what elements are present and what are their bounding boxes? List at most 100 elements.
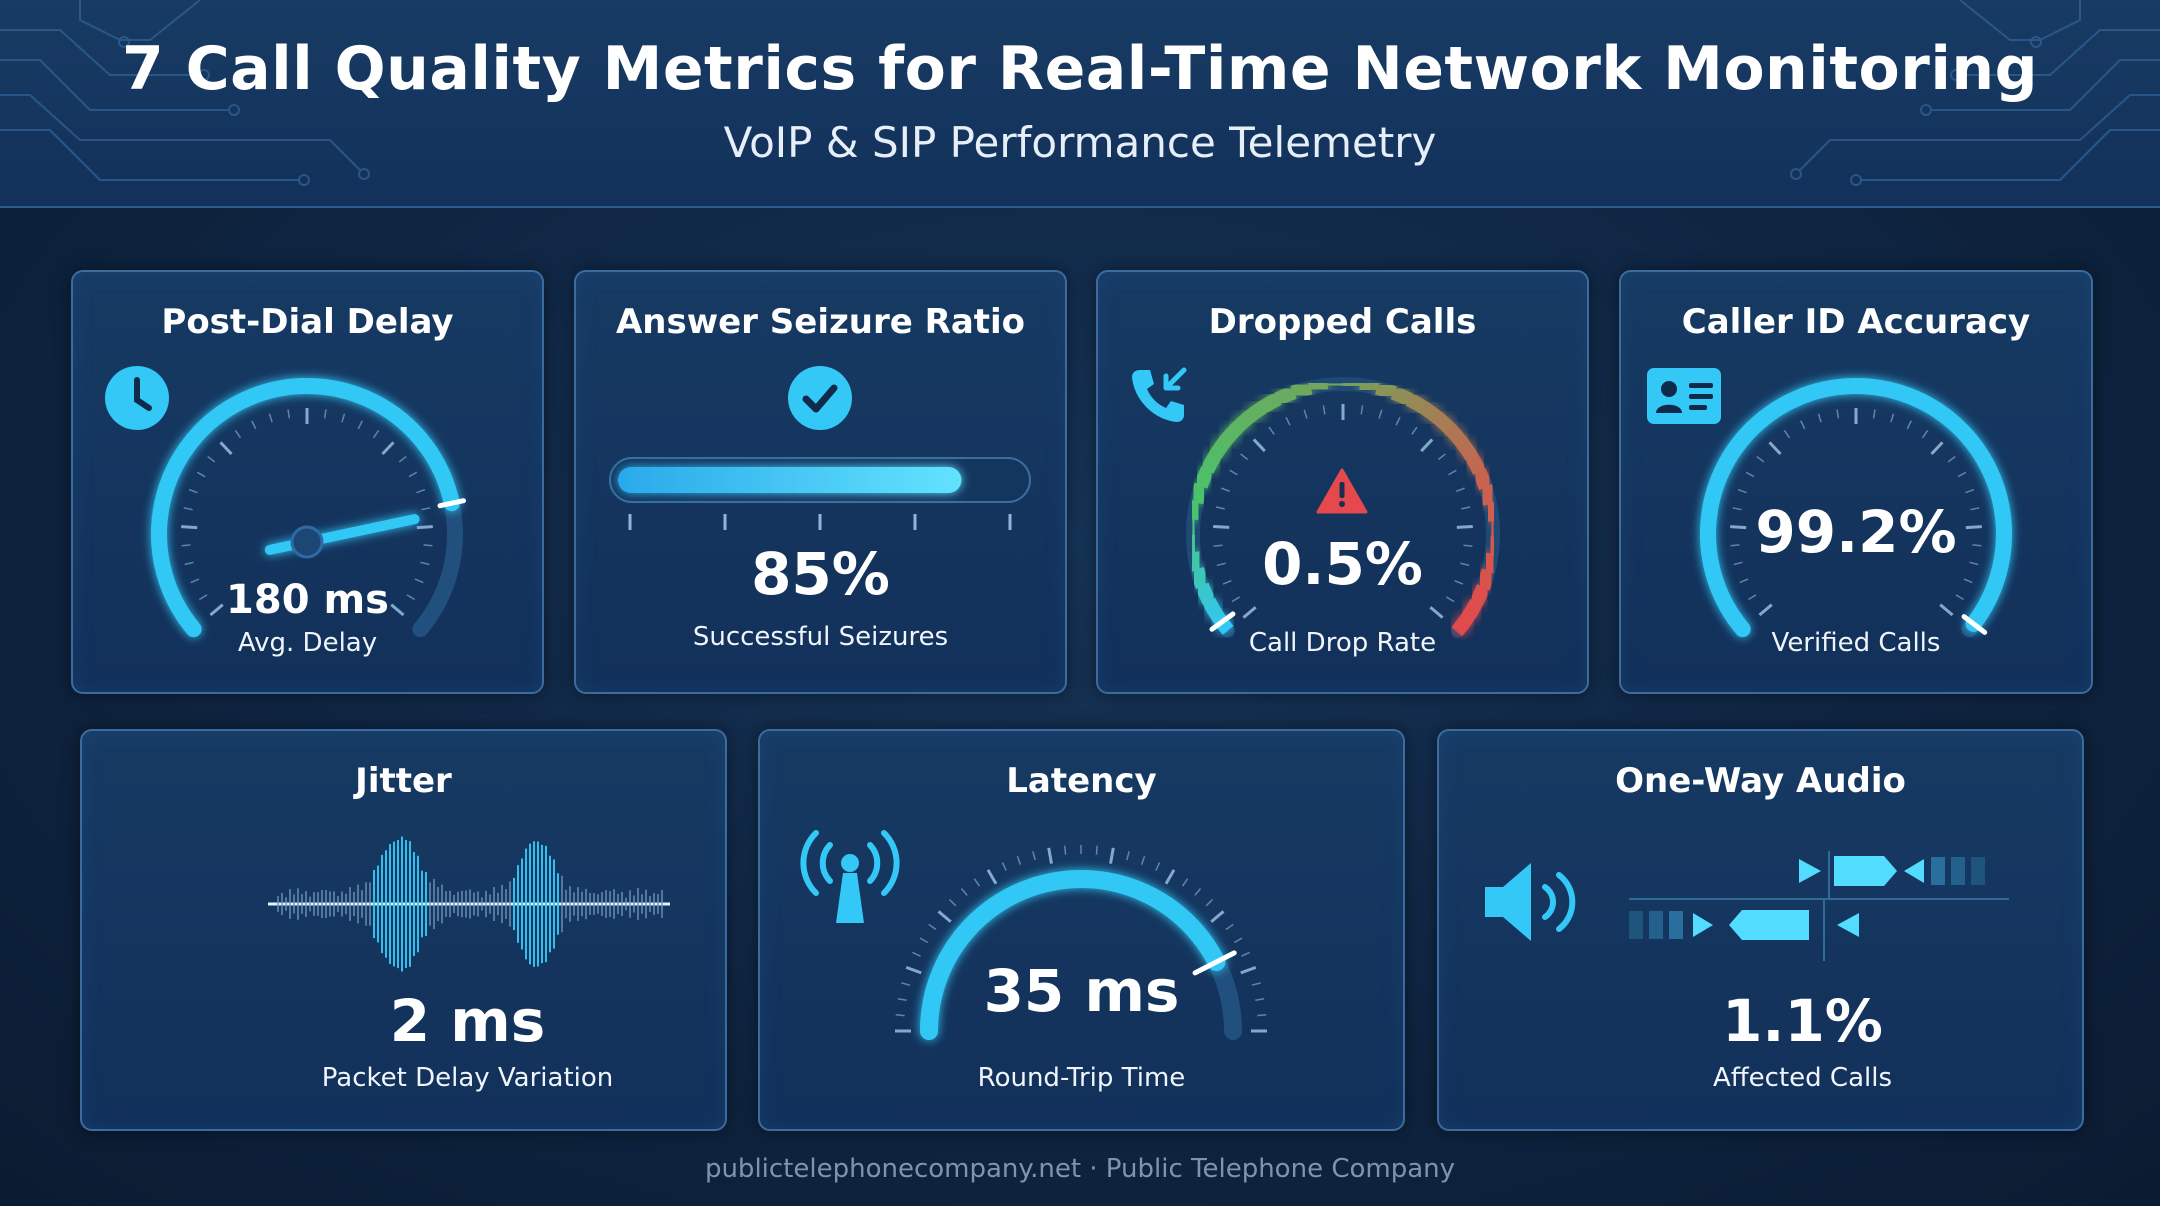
gauge-tick: [251, 420, 257, 430]
gauge-tick: [1463, 544, 1473, 547]
card-caller-id-accuracy: Caller ID Accuracy 99.2% Verified Calls: [1619, 270, 2093, 694]
gauge-tick: [234, 429, 242, 439]
post-dial-delay-caption: Avg. Delay: [237, 628, 378, 658]
gauge-tick: [1963, 578, 1973, 584]
gauge-tick: [1732, 507, 1742, 511]
footer-attribution: publictelephonecompany.net · Public Tele…: [704, 1154, 1456, 1184]
one-way-audio-value: 1.1%: [1722, 987, 1883, 1055]
gauge-tick: [1164, 869, 1176, 885]
gauge-tick: [287, 409, 291, 419]
gauge-tick: [960, 888, 968, 896]
gauge-tick: [1257, 1014, 1267, 1017]
card-title: Dropped Calls: [1208, 302, 1477, 342]
gauge-tick: [1251, 982, 1261, 986]
gauge-tick: [423, 544, 433, 547]
gauge-segment: [1451, 612, 1474, 637]
gauge-tick: [928, 923, 937, 931]
gauge-tick: [1906, 420, 1912, 430]
gauge-tick: [381, 441, 395, 456]
clock-icon: [105, 366, 169, 430]
latency-value: 35 ms: [983, 957, 1180, 1025]
gauge-tick: [1445, 596, 1455, 603]
gauge-tick: [1109, 847, 1115, 864]
gauge-segment: [1186, 499, 1204, 521]
gauge-tick: [209, 603, 224, 617]
gauge-tick: [1965, 488, 1975, 494]
gauge-tick: [986, 869, 998, 885]
radio-tower-icon: [800, 830, 900, 923]
gauge-tick: [1032, 851, 1036, 861]
gauge-tick: [1395, 416, 1401, 426]
gauge-tick: [1970, 507, 1980, 511]
gauge-tick: [1001, 862, 1007, 871]
gauge-tick: [973, 878, 981, 887]
answer-seizure-ratio-caption: Successful Seizures: [692, 622, 949, 652]
gauge-tick: [1095, 845, 1098, 855]
warning-icon: [1316, 468, 1368, 514]
gauge-tick: [901, 982, 911, 986]
gauge-tick: [1252, 438, 1266, 453]
gauge-segment: [1464, 451, 1486, 476]
post-dial-delay-value: 180 ms: [226, 577, 389, 623]
gauge-tick: [198, 594, 208, 601]
gauge-tick: [1155, 862, 1161, 871]
caller-id-accuracy-value: 99.2%: [1755, 498, 1957, 566]
gauge-tick: [1411, 426, 1418, 435]
gauge-tick: [1957, 471, 1967, 478]
gauge-tick: [1240, 965, 1257, 975]
gauge-tick: [1448, 469, 1457, 476]
card-title: Post-Dial Delay: [161, 302, 454, 342]
gauge-tick: [1456, 524, 1473, 529]
gauge-tick: [1930, 441, 1944, 456]
gauge-tick: [905, 965, 922, 975]
gauge-tick: [1229, 469, 1238, 476]
gauge-tick: [414, 578, 424, 584]
gauge-tick: [912, 951, 921, 957]
gauge-fill: [1700, 378, 2012, 638]
gauge-segment: [1307, 377, 1329, 395]
gauge-tick: [1429, 606, 1444, 619]
gauge-tick: [390, 603, 405, 617]
dropped-calls-caption: Call Drop Rate: [1248, 628, 1437, 658]
gauge-tick: [183, 507, 193, 511]
gauge-tick: [1205, 898, 1214, 907]
gauge-segment: [1200, 450, 1222, 474]
gauge-tick: [196, 471, 206, 478]
gauge-tick: [357, 420, 363, 430]
gauge-tick: [1215, 506, 1225, 510]
gauge-tick: [1965, 525, 1982, 530]
dropped-calls-value: 0.5%: [1262, 530, 1423, 598]
gauge-tick: [1783, 429, 1791, 439]
gauge-tick: [1872, 409, 1876, 419]
gauge-marker: [437, 498, 467, 509]
gauge-tick: [408, 471, 418, 478]
gauge-tick: [372, 429, 380, 439]
gauge-tick: [1939, 603, 1954, 617]
circuit-decoration: [0, 0, 2160, 186]
gauge-segment: [1455, 437, 1478, 461]
gauge-hub: [290, 525, 324, 559]
gauge-tick: [1303, 409, 1308, 419]
seizure-progress-bar: [609, 457, 1031, 530]
card-answer-seizure-ratio: Answer Seizure Ratio 85% Successful Seiz…: [574, 270, 1067, 694]
gauge-tick: [416, 525, 433, 530]
gauge-tick: [1460, 562, 1470, 567]
gauge-tick: [1268, 426, 1275, 435]
gauge-segment: [1258, 392, 1282, 414]
gauge-tick: [1747, 594, 1757, 601]
card-jitter: Jitter 2 ms Packet Delay Variation: [80, 729, 727, 1131]
page-header: 7 Call Quality Metrics for Real-Time Net…: [0, 0, 2160, 208]
gauge-tick: [1836, 409, 1840, 419]
gauge-tick: [1739, 578, 1749, 584]
gauge-tick: [207, 455, 216, 463]
gauge-tick: [341, 413, 346, 423]
card-title: Latency: [1006, 761, 1157, 801]
gauge-segment: [1419, 401, 1444, 424]
gauge-segment: [1189, 482, 1208, 505]
gauge-tick: [1016, 855, 1022, 865]
gauge-tick: [1420, 438, 1434, 453]
gauge-tick: [1817, 413, 1822, 423]
gauge-tick: [1758, 603, 1773, 617]
gauge-tick: [1730, 525, 1747, 530]
gauge-segment: [1375, 381, 1397, 400]
